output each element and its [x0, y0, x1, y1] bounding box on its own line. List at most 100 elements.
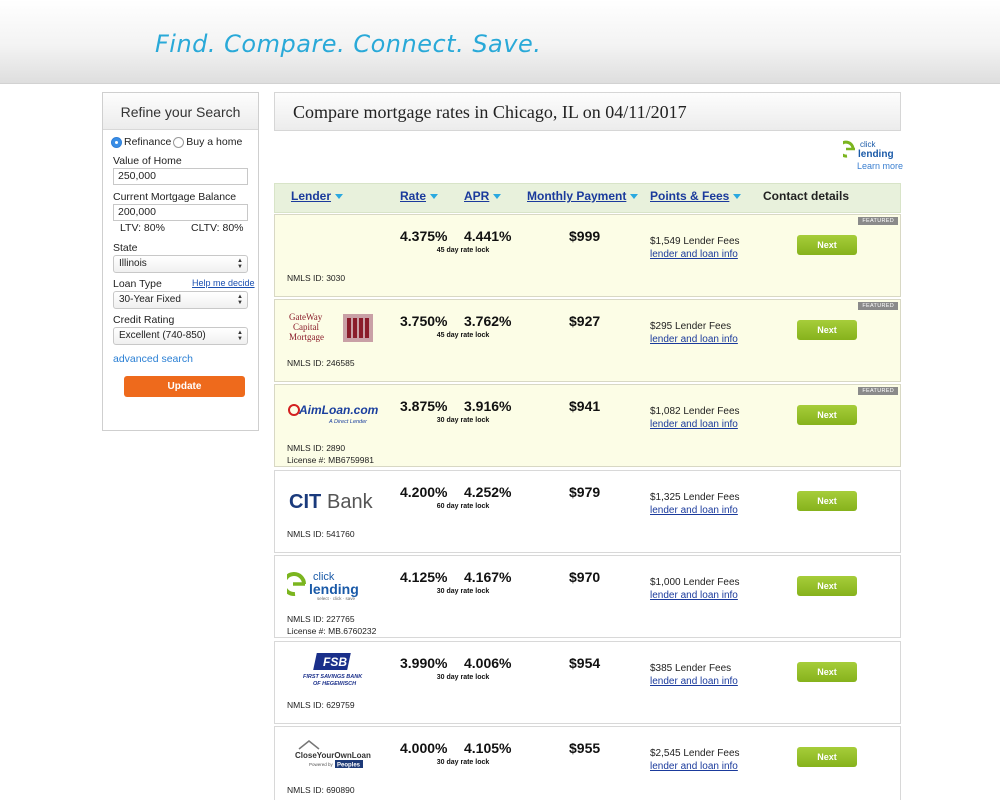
monthly-payment: $927 — [569, 313, 601, 329]
nmls-id: NMLS ID: 3030 — [287, 273, 346, 283]
lender-info-link[interactable]: lender and loan info — [650, 590, 738, 601]
eclick-lending-logo[interactable]: click lending — [843, 137, 901, 161]
sort-caret-icon — [493, 194, 502, 200]
rate-lock: 45 day rate lock — [436, 332, 490, 339]
citbank-logo[interactable]: CIT Bank — [287, 481, 381, 517]
lender-fees: $1,082 Lender Fees — [650, 406, 740, 417]
rate-lock: 30 day rate lock — [436, 674, 490, 681]
svg-text:Capital: Capital — [293, 322, 319, 332]
aimloan-logo[interactable]: AimLoan.com A Direct Lender — [287, 395, 381, 431]
next-button[interactable]: Next — [797, 320, 857, 340]
loan-type-select-value: 30-Year Fixed — [119, 294, 181, 305]
svg-text:Mortgage: Mortgage — [289, 332, 324, 342]
next-button[interactable]: Next — [797, 491, 857, 511]
lender-info-link[interactable]: lender and loan info — [650, 676, 738, 687]
credit-rating-select[interactable]: Excellent (740-850) ▲ ▼ — [113, 327, 248, 345]
results-table-header: Lender Rate APR Monthly Payment Points &… — [274, 183, 901, 213]
gateway-capital-mortgage-logo[interactable]: GateWay Capital Mortgage — [287, 310, 381, 346]
license-number: License #: MB.6760232 — [287, 626, 377, 636]
featured-badge: FEATURED — [858, 302, 898, 310]
lender-info-link[interactable]: lender and loan info — [650, 761, 738, 772]
sort-caret-icon — [733, 194, 742, 200]
header-banner: Find. Compare. Connect. Save. — [0, 0, 1000, 84]
lender-row: CloseYourOwnLoan Powered by Peoples 4.00… — [274, 726, 901, 800]
buy-home-radio[interactable] — [173, 136, 185, 148]
sort-points-fees[interactable]: Points & Fees — [650, 189, 742, 203]
next-button[interactable]: Next — [797, 235, 857, 255]
loan-type-select[interactable]: 30-Year Fixed ▲ ▼ — [113, 291, 248, 309]
next-button[interactable]: Next — [797, 662, 857, 682]
rate-lock: 60 day rate lock — [436, 503, 490, 510]
apr-value: 3.762% — [464, 313, 512, 329]
lender-row: FEATURED 4.375% 4.441% 45 day rate lock … — [274, 214, 901, 297]
svg-text:Powered by: Powered by — [309, 762, 334, 767]
lender-info-link[interactable]: lender and loan info — [650, 505, 738, 516]
refine-search-panel: Refine your Search Refinance Buy a home … — [102, 92, 259, 431]
lender-row: click lending select · click · save 4.12… — [274, 555, 901, 638]
lender-info-link[interactable]: lender and loan info — [650, 419, 738, 430]
next-button[interactable]: Next — [797, 405, 857, 425]
svg-text:CIT: CIT — [289, 491, 321, 513]
sort-lender[interactable]: Lender — [291, 189, 344, 203]
first-savings-bank-logo[interactable]: FSB FIRST SAVINGS BANK OF HEGEWISCH — [287, 652, 381, 688]
lender-info-link[interactable]: lender and loan info — [650, 334, 738, 345]
sort-apr[interactable]: APR — [464, 189, 502, 203]
advanced-search-link[interactable]: advanced search — [113, 353, 193, 365]
lender-fees: $1,325 Lender Fees — [650, 492, 740, 503]
state-select[interactable]: Illinois ▲ ▼ — [113, 255, 248, 273]
svg-text:AimLoan.com: AimLoan.com — [298, 403, 379, 417]
page-title: Compare mortgage rates in Chicago, IL on… — [293, 102, 687, 122]
monthly-payment: $970 — [569, 569, 601, 585]
learn-more-link[interactable]: Learn more — [857, 161, 904, 171]
monthly-payment: $955 — [569, 740, 601, 756]
svg-text:CloseYourOwnLoan: CloseYourOwnLoan — [295, 751, 371, 760]
monthly-payment: $999 — [569, 228, 601, 244]
svg-text:OF HEGEWISCH: OF HEGEWISCH — [313, 681, 357, 687]
buy-home-label[interactable]: Buy a home — [186, 136, 243, 148]
rate-value: 4.000% — [400, 740, 448, 756]
lender-fees: $1,000 Lender Fees — [650, 577, 740, 588]
update-button[interactable]: Update — [124, 376, 245, 397]
svg-text:Peoples: Peoples — [337, 763, 361, 769]
rate-value: 3.990% — [400, 655, 448, 671]
eclick-lending-logo[interactable]: click lending select · click · save — [287, 566, 381, 602]
credit-rating-label: Credit Rating — [113, 314, 175, 326]
refinance-label[interactable]: Refinance — [124, 136, 172, 148]
help-me-decide-link[interactable]: Help me decide — [192, 278, 255, 288]
nmls-id: NMLS ID: 690890 — [287, 785, 355, 795]
lender-row: FSB FIRST SAVINGS BANK OF HEGEWISCH 3.99… — [274, 641, 901, 724]
nmls-id: NMLS ID: 541760 — [287, 529, 355, 539]
value-of-home-input[interactable]: 250,000 — [113, 168, 248, 185]
sort-monthly-payment[interactable]: Monthly Payment — [527, 189, 639, 203]
credit-rating-select-value: Excellent (740-850) — [119, 330, 206, 341]
apr-value: 3.916% — [464, 398, 512, 414]
close-your-own-loan-logo[interactable]: CloseYourOwnLoan Powered by Peoples — [287, 737, 381, 773]
nmls-id: NMLS ID: 629759 — [287, 700, 355, 710]
apr-value: 4.167% — [464, 569, 512, 585]
lender-row: CIT Bank 4.200% 4.252% 60 day rate lock … — [274, 470, 901, 553]
sort-rate[interactable]: Rate — [400, 189, 439, 203]
loan-purpose-radio-group: Refinance Buy a home — [111, 136, 242, 148]
tagline: Find. Compare. Connect. Save. — [155, 30, 542, 58]
rate-lock: 45 day rate lock — [436, 247, 490, 254]
rate-lock: 30 day rate lock — [436, 759, 490, 766]
next-button[interactable]: Next — [797, 576, 857, 596]
rate-value: 4.200% — [400, 484, 448, 500]
svg-text:Bank: Bank — [327, 491, 374, 513]
monthly-payment: $954 — [569, 655, 601, 671]
state-select-value: Illinois — [119, 258, 147, 269]
monthly-payment: $979 — [569, 484, 601, 500]
lender-info-link[interactable]: lender and loan info — [650, 249, 738, 260]
svg-text:click: click — [313, 571, 335, 583]
rate-value: 3.750% — [400, 313, 448, 329]
nmls-id: NMLS ID: 227765 — [287, 614, 355, 624]
refine-search-title: Refine your Search — [103, 93, 258, 130]
mortgage-balance-input[interactable]: 200,000 — [113, 204, 248, 221]
refinance-radio[interactable] — [111, 136, 122, 148]
monthly-payment: $941 — [569, 398, 601, 414]
ltv-value: LTV: 80% — [120, 222, 165, 234]
next-button[interactable]: Next — [797, 747, 857, 767]
select-arrows-icon: ▲ ▼ — [237, 258, 243, 270]
cltv-value: CLTV: 80% — [191, 222, 244, 234]
mortgage-balance-label: Current Mortgage Balance — [113, 191, 237, 203]
